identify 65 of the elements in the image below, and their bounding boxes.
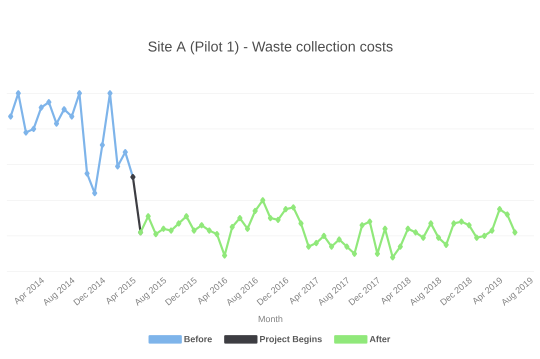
point	[23, 129, 29, 136]
point	[100, 142, 105, 148]
point	[252, 208, 258, 214]
point	[283, 206, 288, 212]
point	[360, 222, 365, 228]
point	[398, 243, 403, 250]
point	[489, 227, 495, 234]
point	[8, 113, 14, 120]
point	[260, 196, 266, 204]
point	[76, 90, 82, 96]
point	[321, 232, 326, 239]
point	[444, 242, 449, 248]
point	[436, 234, 442, 241]
point	[16, 90, 21, 96]
point	[160, 225, 166, 232]
point	[298, 220, 304, 226]
point	[390, 254, 396, 260]
point	[153, 230, 158, 237]
point	[482, 232, 487, 239]
point	[84, 170, 90, 176]
point	[206, 227, 212, 234]
point	[336, 236, 342, 242]
point	[314, 240, 319, 246]
point	[237, 214, 242, 221]
point	[344, 243, 350, 250]
point	[451, 220, 456, 226]
chart-title: Site A (Pilot 1) - Waste collection costs	[148, 40, 393, 54]
point	[122, 148, 128, 155]
point	[230, 224, 235, 230]
point	[30, 126, 36, 132]
point	[184, 213, 189, 220]
point	[214, 230, 220, 237]
point	[497, 206, 502, 212]
point	[38, 104, 44, 110]
point	[146, 213, 151, 220]
point	[458, 218, 464, 225]
point	[428, 220, 434, 226]
point	[69, 113, 74, 120]
point	[46, 98, 52, 106]
point	[512, 229, 518, 236]
x-axis-title: Month	[258, 315, 282, 322]
point	[466, 222, 472, 228]
point	[244, 225, 250, 232]
point	[176, 220, 182, 226]
point	[328, 243, 334, 250]
legend-label: Project Begins	[260, 335, 322, 344]
point	[191, 227, 197, 234]
point	[413, 229, 418, 236]
point	[199, 222, 204, 228]
point	[504, 211, 510, 218]
point	[62, 106, 67, 112]
point	[420, 234, 426, 241]
point	[306, 243, 312, 250]
point	[275, 216, 281, 223]
legend-label: Before	[184, 335, 212, 342]
point	[107, 90, 113, 96]
point	[352, 250, 358, 257]
point	[367, 218, 372, 225]
legend-label: After	[370, 335, 390, 342]
point	[474, 234, 480, 241]
point	[290, 204, 296, 210]
point	[168, 227, 174, 234]
point	[54, 120, 60, 126]
point	[268, 214, 274, 221]
point	[405, 225, 411, 232]
